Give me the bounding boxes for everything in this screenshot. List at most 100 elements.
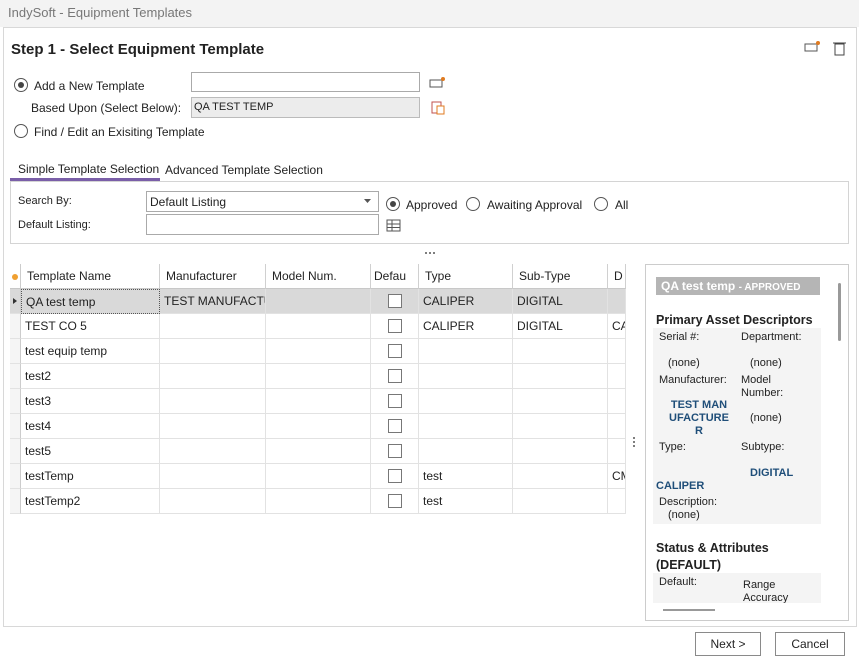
column-header[interactable]: Type xyxy=(419,264,513,289)
splitter-grip[interactable] xyxy=(632,436,636,448)
grid-cell[interactable] xyxy=(608,289,626,314)
grid-cell[interactable]: test2 xyxy=(21,364,160,389)
default-checkbox[interactable] xyxy=(388,444,402,458)
grid-cell[interactable] xyxy=(608,339,626,364)
column-header[interactable]: Model Num. xyxy=(266,264,371,289)
grid-cell[interactable] xyxy=(513,339,608,364)
row-header[interactable] xyxy=(10,339,21,364)
cancel-button[interactable]: Cancel xyxy=(775,632,845,656)
grid-cell[interactable] xyxy=(419,364,513,389)
grid-cell[interactable] xyxy=(608,489,626,514)
radio-find-edit[interactable] xyxy=(14,124,28,138)
grid-cell[interactable]: TEST MANUFACTUR xyxy=(160,289,266,314)
column-header[interactable]: Sub-Type xyxy=(513,264,608,289)
horizontal-scrollbar[interactable] xyxy=(663,609,715,611)
grid-cell[interactable]: test equip temp xyxy=(21,339,160,364)
dropdown-arrow[interactable] xyxy=(364,198,372,204)
grid-cell[interactable] xyxy=(513,414,608,439)
grid-cell[interactable] xyxy=(266,414,371,439)
filter-radio[interactable] xyxy=(466,197,480,211)
tab-advanced[interactable]: Advanced Template Selection xyxy=(165,163,323,177)
add-new-label[interactable]: Add a New Template xyxy=(34,79,145,93)
grid-cell[interactable] xyxy=(160,364,266,389)
new-template-input[interactable] xyxy=(191,72,420,92)
filter-radio[interactable] xyxy=(594,197,608,211)
next-button[interactable]: Next > xyxy=(695,632,761,656)
grid-cell[interactable]: TEST CO 5 xyxy=(21,314,160,339)
grid-cell[interactable] xyxy=(371,414,419,439)
grid-cell[interactable]: test xyxy=(419,489,513,514)
filter-label[interactable]: Awaiting Approval xyxy=(487,198,583,212)
column-header[interactable]: Template Name xyxy=(21,264,160,289)
row-header[interactable] xyxy=(10,414,21,439)
grid-cell[interactable] xyxy=(513,364,608,389)
header-icons[interactable] xyxy=(803,40,847,56)
row-header[interactable] xyxy=(10,439,21,464)
grid-cell[interactable] xyxy=(160,489,266,514)
filter-label[interactable]: All xyxy=(615,198,629,212)
grid-cell[interactable] xyxy=(266,339,371,364)
search-by-select[interactable]: Default Listing xyxy=(146,191,379,212)
grid-cell[interactable]: test4 xyxy=(21,414,160,439)
grid-cell[interactable]: testTemp2 xyxy=(21,489,160,514)
row-header[interactable] xyxy=(10,314,21,339)
grid-cell[interactable] xyxy=(160,464,266,489)
grid-cell[interactable] xyxy=(266,389,371,414)
grid-cell[interactable] xyxy=(608,439,626,464)
find-edit-label[interactable]: Find / Edit an Exisiting Template xyxy=(34,125,205,139)
grid-cell[interactable] xyxy=(419,439,513,464)
grid-cell[interactable]: DIGITAL xyxy=(513,314,608,339)
column-header[interactable]: D xyxy=(608,264,626,289)
column-header[interactable]: Manufacturer xyxy=(160,264,266,289)
default-checkbox[interactable] xyxy=(388,344,402,358)
grid-cell[interactable]: CA xyxy=(608,314,626,339)
vertical-scrollbar[interactable] xyxy=(838,283,841,341)
grid-cell[interactable] xyxy=(513,389,608,414)
grid-cell[interactable] xyxy=(608,364,626,389)
grid-cell[interactable] xyxy=(266,489,371,514)
grid-cell[interactable] xyxy=(266,289,371,314)
row-header[interactable] xyxy=(10,389,21,414)
paste-icon[interactable] xyxy=(430,99,446,115)
grid-cell[interactable]: CALIPER xyxy=(419,314,513,339)
grid-cell[interactable]: testTemp xyxy=(21,464,160,489)
grid-cell[interactable] xyxy=(266,364,371,389)
grid-cell[interactable]: CM xyxy=(608,464,626,489)
filter-radio[interactable] xyxy=(386,197,400,211)
default-listing-input[interactable] xyxy=(146,214,379,235)
grid-cell[interactable] xyxy=(419,389,513,414)
default-checkbox[interactable] xyxy=(388,494,402,508)
default-checkbox[interactable] xyxy=(388,394,402,408)
grid-cell[interactable] xyxy=(160,439,266,464)
default-checkbox[interactable] xyxy=(388,294,402,308)
grid-cell[interactable]: test3 xyxy=(21,389,160,414)
grid-cell[interactable]: test5 xyxy=(21,439,160,464)
grid-cell[interactable]: DIGITAL xyxy=(513,289,608,314)
grid-cell[interactable]: CALIPER xyxy=(419,289,513,314)
grid-cell[interactable] xyxy=(419,339,513,364)
grid-icon[interactable] xyxy=(384,217,402,233)
grid-cell[interactable] xyxy=(266,464,371,489)
grid-cell[interactable] xyxy=(160,389,266,414)
row-header[interactable] xyxy=(10,489,21,514)
grid-cell[interactable] xyxy=(608,414,626,439)
grid-cell[interactable] xyxy=(266,314,371,339)
grid-cell[interactable] xyxy=(160,339,266,364)
grid-cell[interactable]: test xyxy=(419,464,513,489)
splitter-grip[interactable] xyxy=(424,251,436,255)
radio-add-new[interactable] xyxy=(14,78,28,92)
grid-cell[interactable] xyxy=(266,439,371,464)
row-header[interactable] xyxy=(10,464,21,489)
default-checkbox[interactable] xyxy=(388,419,402,433)
default-checkbox[interactable] xyxy=(388,369,402,383)
grid-cell[interactable] xyxy=(419,414,513,439)
grid-cell[interactable] xyxy=(513,464,608,489)
grid-cell[interactable] xyxy=(608,389,626,414)
row-header[interactable] xyxy=(10,364,21,389)
default-checkbox[interactable] xyxy=(388,469,402,483)
grid-cell[interactable] xyxy=(513,489,608,514)
grid-cell[interactable] xyxy=(160,314,266,339)
grid-cell[interactable] xyxy=(513,439,608,464)
filter-label[interactable]: Approved xyxy=(406,198,458,212)
tab-simple[interactable]: Simple Template Selection xyxy=(18,162,160,176)
